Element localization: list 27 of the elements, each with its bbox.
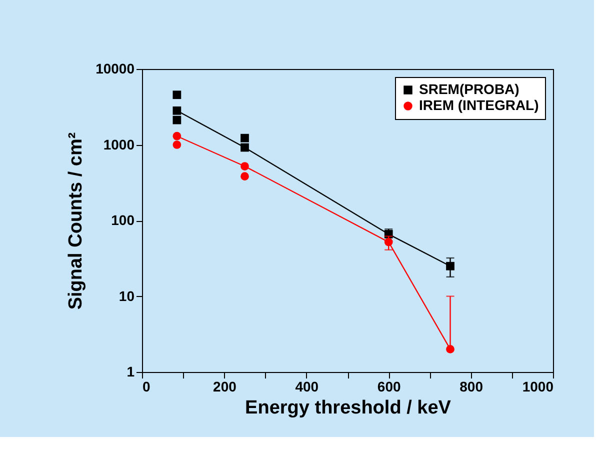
point	[240, 143, 249, 152]
point	[240, 134, 249, 142]
point	[446, 345, 454, 354]
y-tick-label: 1000	[103, 136, 135, 152]
point	[446, 262, 454, 270]
y-axis-title: Signal Counts / cm²	[66, 132, 87, 310]
y-tick-label: 10000	[96, 60, 135, 76]
point	[240, 162, 249, 170]
x-tick-label: 1000	[522, 378, 554, 394]
y-tick-label: 1	[126, 364, 135, 380]
point	[172, 106, 182, 115]
point	[172, 140, 182, 149]
x-tick-label: 800	[460, 378, 484, 394]
x-tick-label: 200	[213, 378, 237, 394]
x-tick-label: 600	[377, 378, 401, 394]
legend-label: IREM (INTEGRAL)	[419, 97, 539, 113]
x-axis-title: Energy threshold / keV	[245, 398, 452, 418]
point	[240, 172, 249, 180]
point	[172, 116, 182, 124]
x-tick-label: 400	[295, 378, 319, 394]
point	[384, 238, 393, 246]
point	[172, 90, 182, 100]
legend-label: SREM(PROBA)	[419, 81, 520, 97]
y-tick-label: 10	[118, 288, 135, 304]
y-tick-label: 100	[111, 212, 135, 228]
point	[172, 132, 182, 140]
x-tick-label: 0	[142, 378, 150, 394]
